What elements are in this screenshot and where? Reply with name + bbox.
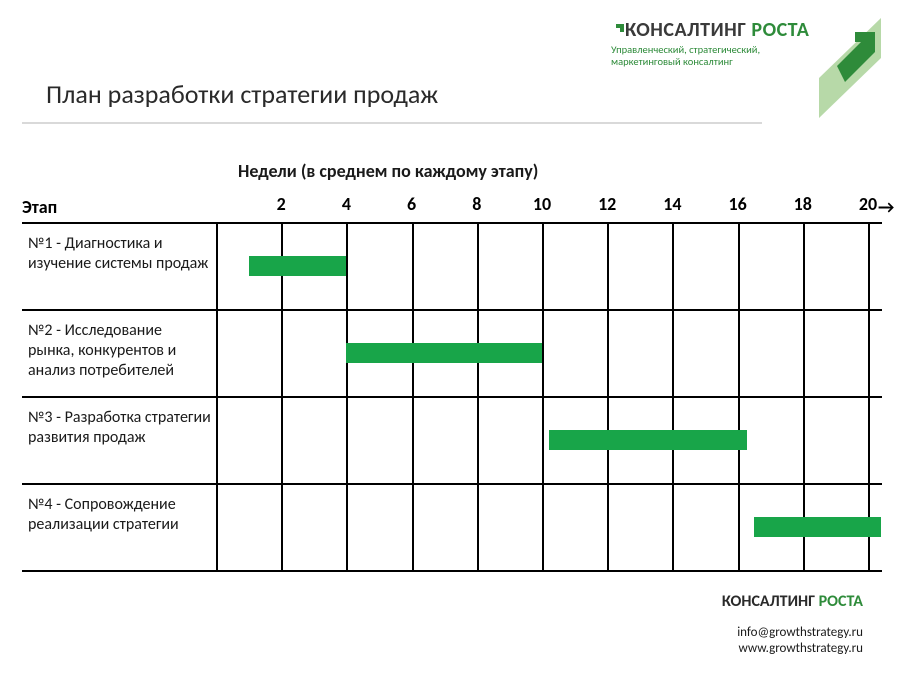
week-tick: 18 xyxy=(794,193,812,215)
grid-hline xyxy=(22,483,882,485)
footer-brand-word1: КОНСАЛТИНГ xyxy=(722,592,815,611)
gantt-bar xyxy=(249,256,347,276)
gantt-bar xyxy=(549,430,748,450)
stage-label: №1 - Диагностика и изучение системы прод… xyxy=(28,234,212,274)
gantt-bar xyxy=(346,343,542,363)
title-divider xyxy=(22,122,762,124)
footer-brand-word2: РОСТА xyxy=(819,592,863,611)
logo-word1: КОНСАЛТИНГ xyxy=(625,18,746,42)
stage-header: Этап xyxy=(22,196,57,218)
gantt-bar xyxy=(754,517,881,537)
footer-contact: info@growthstrategy.ru www.growthstrateg… xyxy=(722,625,863,658)
footer-url: www.growthstrategy.ru xyxy=(722,641,863,657)
week-tick: 2 xyxy=(277,193,286,215)
week-tick: 8 xyxy=(472,193,481,215)
slide-title: План разработки стратегии продаж xyxy=(46,78,438,110)
week-tick: 4 xyxy=(342,193,351,215)
mini-arrow-icon xyxy=(611,23,625,37)
logo-subtitle-line2: маркетинговый консалтинг xyxy=(611,55,733,68)
footer: КОНСАЛТИНГ РОСТА info@growthstrategy.ru … xyxy=(722,592,863,658)
slide: КОНСАЛТИНГ РОСТА Управленческий, стратег… xyxy=(0,0,899,677)
stage-label: №3 - Разработка стратегии развития прода… xyxy=(28,408,212,448)
grid-hline xyxy=(22,396,882,398)
footer-email: info@growthstrategy.ru xyxy=(722,625,863,641)
grid-hline xyxy=(22,570,882,572)
week-tick: 16 xyxy=(728,193,746,215)
stage-label: №4 - Сопровождение реализации стратегии xyxy=(28,495,212,535)
week-tick: 14 xyxy=(663,193,681,215)
axis-arrow-icon: → xyxy=(878,196,894,218)
grid-hline xyxy=(22,222,882,224)
grid-hline xyxy=(22,309,882,311)
growth-arrow-icon xyxy=(801,18,881,118)
footer-brand: КОНСАЛТИНГ РОСТА xyxy=(722,592,863,611)
week-tick: 10 xyxy=(533,193,551,215)
logo-subtitle-line1: Управленческий, стратегический, xyxy=(611,43,760,56)
week-tick: 20 xyxy=(859,193,877,215)
weeks-header: Недели (в среднем по каждому этапу) xyxy=(238,160,538,182)
logo: КОНСАЛТИНГ РОСТА Управленческий, стратег… xyxy=(611,18,881,118)
week-tick: 6 xyxy=(407,193,416,215)
week-tick: 12 xyxy=(598,193,616,215)
stage-label: №2 - Исследование рынка, конкурентов и а… xyxy=(28,321,212,381)
